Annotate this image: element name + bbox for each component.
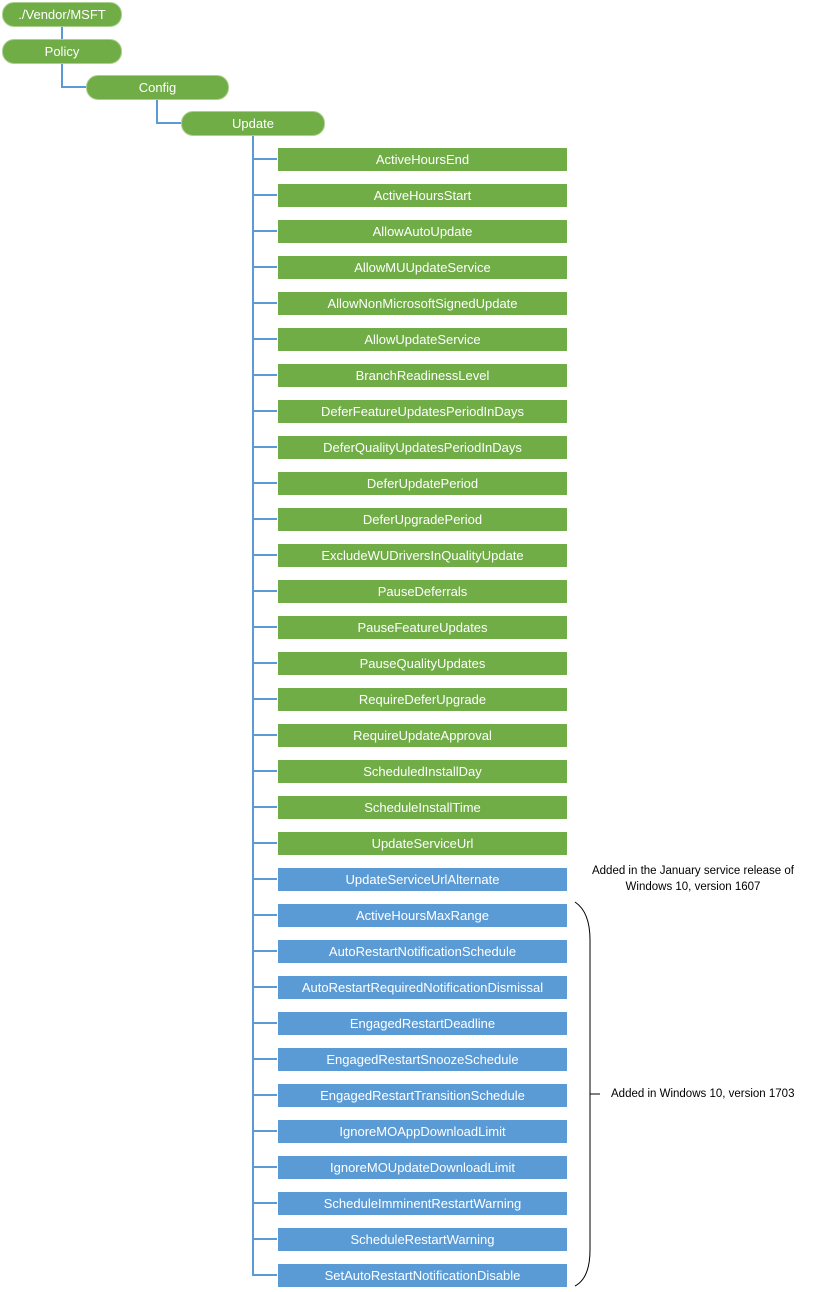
- note-1607-line2: Windows 10, version 1607: [625, 881, 761, 893]
- node-schedule-install-time: ScheduleInstallTime: [277, 795, 568, 820]
- connector: [252, 518, 277, 520]
- connector: [252, 1166, 277, 1168]
- node-active-hours-start: ActiveHoursStart: [277, 183, 568, 208]
- connector: [252, 482, 277, 484]
- connector: [252, 842, 277, 844]
- connector: [252, 410, 277, 412]
- connector: [252, 158, 277, 160]
- connector: [156, 99, 158, 124]
- note-1607-line1: Added in the January service release of: [591, 865, 794, 877]
- connector: [156, 122, 182, 124]
- node-defer-update-period: DeferUpdatePeriod: [277, 471, 568, 496]
- node-update-service-url-alternate: UpdateServiceUrlAlternate: [277, 867, 568, 892]
- node-update-service-url: UpdateServiceUrl: [277, 831, 568, 856]
- node-allow-update-service: AllowUpdateService: [277, 327, 568, 352]
- note-1703: Added in Windows 10, version 1703: [611, 1088, 795, 1100]
- connector: [252, 806, 277, 808]
- connector: [61, 26, 63, 40]
- connector: [252, 950, 277, 952]
- connector: [252, 734, 277, 736]
- node-active-hours-end: ActiveHoursEnd: [277, 147, 568, 172]
- node-scheduled-install-day: ScheduledInstallDay: [277, 759, 568, 784]
- connector: [252, 662, 277, 664]
- connector: [252, 1274, 277, 1276]
- connector: [252, 770, 277, 772]
- connector: [252, 590, 277, 592]
- connector: [252, 1130, 277, 1132]
- connector: [252, 194, 277, 196]
- node-config: Config: [86, 75, 229, 100]
- node-vendor-msft: ./Vendor/MSFT: [2, 2, 122, 27]
- node-ignore-moupdate-download-limit: IgnoreMOUpdateDownloadLimit: [277, 1155, 568, 1180]
- connector: [252, 302, 277, 304]
- connector: [252, 230, 277, 232]
- connector: [252, 626, 277, 628]
- node-set-auto-restart-notification-disable: SetAutoRestartNotificationDisable: [277, 1263, 568, 1288]
- connector: [252, 986, 277, 988]
- node-engaged-restart-deadline: EngagedRestartDeadline: [277, 1011, 568, 1036]
- node-update: Update: [181, 111, 325, 136]
- note-1607: Added in the January service release of …: [578, 863, 808, 895]
- connector: [252, 1238, 277, 1240]
- node-engaged-restart-snooze-schedule: EngagedRestartSnoozeSchedule: [277, 1047, 568, 1072]
- connector: [252, 878, 277, 880]
- node-auto-restart-notification-schedule: AutoRestartNotificationSchedule: [277, 939, 568, 964]
- connector: [252, 1094, 277, 1096]
- node-ignore-moapp-download-limit: IgnoreMOAppDownloadLimit: [277, 1119, 568, 1144]
- node-pause-deferrals: PauseDeferrals: [277, 579, 568, 604]
- node-allow-muupdate-service: AllowMUUpdateService: [277, 255, 568, 280]
- node-allow-non-microsoft-signed-update: AllowNonMicrosoftSignedUpdate: [277, 291, 568, 316]
- node-branch-readiness-level: BranchReadinessLevel: [277, 363, 568, 388]
- connector: [252, 1022, 277, 1024]
- node-schedule-restart-warning: ScheduleRestartWarning: [277, 1227, 568, 1252]
- node-allow-auto-update: AllowAutoUpdate: [277, 219, 568, 244]
- connector: [252, 1058, 277, 1060]
- node-policy: Policy: [2, 39, 122, 64]
- node-engaged-restart-transition-schedule: EngagedRestartTransitionSchedule: [277, 1083, 568, 1108]
- connector: [252, 1202, 277, 1204]
- connector-trunk: [252, 135, 254, 1275]
- connector: [252, 698, 277, 700]
- connector: [252, 374, 277, 376]
- node-defer-upgrade-period: DeferUpgradePeriod: [277, 507, 568, 532]
- node-defer-quality-updates-period-in-days: DeferQualityUpdatesPeriodInDays: [277, 435, 568, 460]
- connector: [252, 554, 277, 556]
- connector: [252, 338, 277, 340]
- connector: [61, 86, 87, 88]
- connector: [252, 266, 277, 268]
- node-pause-quality-updates: PauseQualityUpdates: [277, 651, 568, 676]
- node-require-update-approval: RequireUpdateApproval: [277, 723, 568, 748]
- node-exclude-wudrivers-in-quality-update: ExcludeWUDriversInQualityUpdate: [277, 543, 568, 568]
- node-schedule-imminent-restart-warning: ScheduleImminentRestartWarning: [277, 1191, 568, 1216]
- node-auto-restart-required-notification-dismissal: AutoRestartRequiredNotificationDismissal: [277, 975, 568, 1000]
- node-require-defer-upgrade: RequireDeferUpgrade: [277, 687, 568, 712]
- node-pause-feature-updates: PauseFeatureUpdates: [277, 615, 568, 640]
- connector: [61, 63, 63, 88]
- connector: [252, 446, 277, 448]
- node-defer-feature-updates-period-in-days: DeferFeatureUpdatesPeriodInDays: [277, 399, 568, 424]
- connector: [252, 914, 277, 916]
- node-active-hours-max-range: ActiveHoursMaxRange: [277, 903, 568, 928]
